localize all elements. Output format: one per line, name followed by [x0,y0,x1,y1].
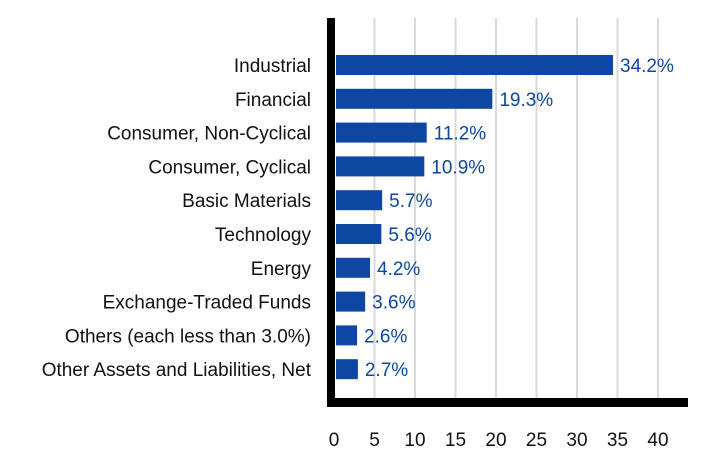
grid-lines [373,18,659,406]
bars [336,55,614,380]
category-label-7: Exchange-Traded Funds [103,293,311,314]
x-tick-label-20: 20 [485,430,506,451]
y-axis-line [327,18,335,406]
bar-7 [336,291,366,312]
bar-2 [336,122,427,143]
x-tick-label-30: 30 [566,430,587,451]
value-label-5: 5.6% [388,225,431,246]
category-label-3: Consumer, Cyclical [148,157,311,178]
axes [327,18,688,407]
bar-1 [336,88,493,109]
category-label-2: Consumer, Non-Cyclical [107,124,311,145]
value-label-0: 34.2% [620,56,674,77]
value-label-8: 2.6% [364,326,407,347]
category-label-9: Other Assets and Liabilities, Net [42,360,312,381]
x-tick-labels: 0 5 10 15 20 25 30 35 40 [329,430,669,451]
x-tick-label-5: 5 [369,430,380,451]
x-tick-label-10: 10 [404,430,425,451]
bar-0 [336,55,614,75]
value-label-3: 10.9% [431,157,485,178]
x-tick-label-40: 40 [647,430,668,451]
category-label-6: Energy [251,259,312,280]
x-axis-line [327,398,688,407]
bar-6 [336,257,371,278]
bar-8 [336,325,358,346]
value-label-9: 2.7% [365,360,408,381]
value-label-2: 11.2% [434,124,487,145]
value-label-1: 19.3% [499,90,553,111]
category-label-0: Industrial [234,56,311,77]
x-tick-label-35: 35 [607,430,628,451]
bar-9 [336,359,358,380]
bar-4 [336,190,383,211]
x-tick-label-0: 0 [329,430,340,451]
category-label-5: Technology [215,225,312,246]
category-label-1: Financial [235,90,311,111]
value-labels: 34.2% 19.3% 11.2% 10.9% 5.7% 5.6% 4.2% 3.6% 2.6%… [364,56,674,381]
bar-3 [336,156,425,177]
x-tick-label-15: 15 [445,430,466,451]
category-label-8: Others (each less than 3.0%) [65,326,311,347]
value-label-4: 5.7% [389,191,432,212]
x-tick-label-25: 25 [526,430,547,451]
bar-5 [336,224,382,244]
category-label-4: Basic Materials [182,191,311,212]
value-label-6: 4.2% [377,259,420,280]
category-labels: Industrial Financial Consumer, Non-Cyclica… [42,56,312,381]
value-label-7: 3.6% [372,293,415,314]
